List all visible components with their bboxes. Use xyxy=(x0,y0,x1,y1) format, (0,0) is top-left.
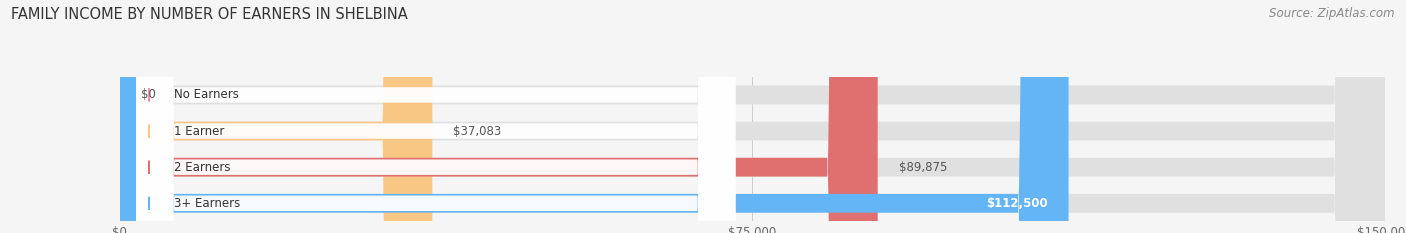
FancyBboxPatch shape xyxy=(136,0,735,233)
Text: 1 Earner: 1 Earner xyxy=(174,125,225,137)
Text: No Earners: No Earners xyxy=(174,89,239,101)
Text: $37,083: $37,083 xyxy=(453,125,502,137)
FancyBboxPatch shape xyxy=(120,0,1385,233)
FancyBboxPatch shape xyxy=(120,0,1069,233)
Text: $0: $0 xyxy=(141,89,156,101)
Text: $112,500: $112,500 xyxy=(986,197,1047,210)
FancyBboxPatch shape xyxy=(136,0,735,233)
FancyBboxPatch shape xyxy=(120,0,1385,233)
Text: 2 Earners: 2 Earners xyxy=(174,161,231,174)
FancyBboxPatch shape xyxy=(136,0,735,233)
Text: FAMILY INCOME BY NUMBER OF EARNERS IN SHELBINA: FAMILY INCOME BY NUMBER OF EARNERS IN SH… xyxy=(11,7,408,22)
Text: $89,875: $89,875 xyxy=(898,161,948,174)
Text: 3+ Earners: 3+ Earners xyxy=(174,197,240,210)
FancyBboxPatch shape xyxy=(120,0,1385,233)
FancyBboxPatch shape xyxy=(120,0,877,233)
FancyBboxPatch shape xyxy=(136,0,735,233)
FancyBboxPatch shape xyxy=(120,0,1385,233)
Text: Source: ZipAtlas.com: Source: ZipAtlas.com xyxy=(1270,7,1395,20)
FancyBboxPatch shape xyxy=(120,0,432,233)
